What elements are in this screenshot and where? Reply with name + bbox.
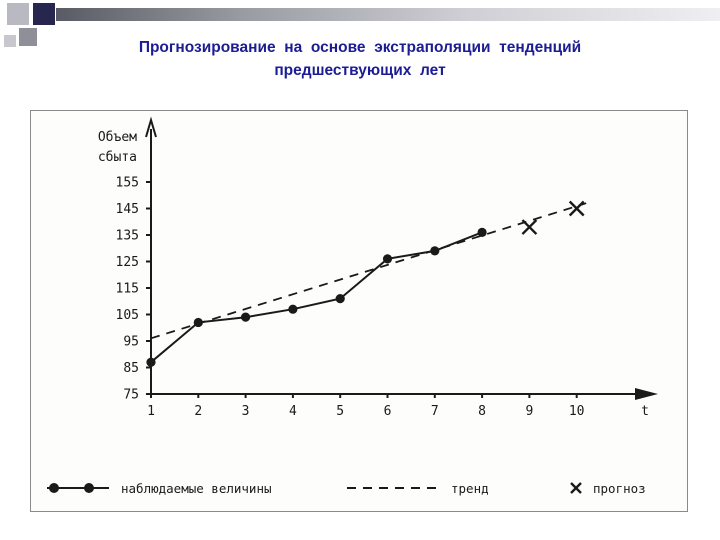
trend-series-icon	[345, 481, 441, 495]
slide-title: Прогнозирование на основе экстраполяции …	[0, 36, 720, 83]
svg-text:10: 10	[569, 404, 585, 419]
legend-label-forecast: прогноз	[593, 480, 646, 496]
slide-title-line2: предшествующих лет	[274, 62, 446, 80]
slide-header-decoration	[0, 0, 720, 52]
forecast-series-icon	[569, 481, 583, 495]
svg-text:9: 9	[525, 404, 533, 419]
svg-text:115: 115	[116, 282, 139, 297]
svg-text:2: 2	[194, 404, 202, 419]
svg-text:95: 95	[123, 335, 139, 350]
deco-square-dark	[33, 3, 55, 25]
svg-text:1: 1	[147, 404, 155, 419]
legend-label-observed: наблюдаемые величины	[121, 480, 272, 496]
svg-text:125: 125	[116, 255, 139, 270]
slide-title-line1: Прогнозирование на основе экстраполяции …	[138, 39, 582, 56]
legend-item-forecast: прогноз	[569, 475, 646, 501]
chart-plot: Объем сбыта 75 85 95 105 115 125 135 145 155 1 2 3 4 5 6…	[98, 116, 658, 419]
svg-text:Объем: Объем	[98, 130, 137, 145]
svg-text:145: 145	[116, 202, 139, 217]
svg-text:5: 5	[336, 404, 344, 419]
svg-text:сбыта: сбыта	[98, 150, 137, 165]
svg-text:7: 7	[431, 404, 439, 419]
legend-item-observed: наблюдаемые величины	[45, 475, 272, 501]
svg-text:105: 105	[116, 308, 139, 323]
observed-series-icon	[45, 481, 111, 495]
svg-text:155: 155	[116, 176, 139, 191]
svg-text:t: t	[641, 404, 649, 419]
svg-text:3: 3	[242, 404, 250, 419]
legend-label-trend: тренд	[451, 480, 489, 496]
svg-text:6: 6	[384, 404, 392, 419]
svg-text:8: 8	[478, 404, 486, 419]
deco-square-medium	[19, 28, 37, 46]
deco-gradient-bar	[56, 8, 720, 21]
chart-legend: наблюдаемые величины тренд прогноз	[31, 475, 687, 501]
legend-item-trend: тренд	[345, 475, 489, 501]
svg-text:135: 135	[116, 229, 139, 244]
chart-area: Объем сбыта 75 85 95 105 115 125 135 145 155 1 2 3 4 5 6…	[30, 110, 688, 512]
svg-text:75: 75	[123, 388, 139, 403]
deco-square-light	[7, 3, 29, 25]
svg-text:85: 85	[123, 361, 139, 376]
svg-text:4: 4	[289, 404, 297, 419]
deco-square-small	[4, 35, 16, 47]
